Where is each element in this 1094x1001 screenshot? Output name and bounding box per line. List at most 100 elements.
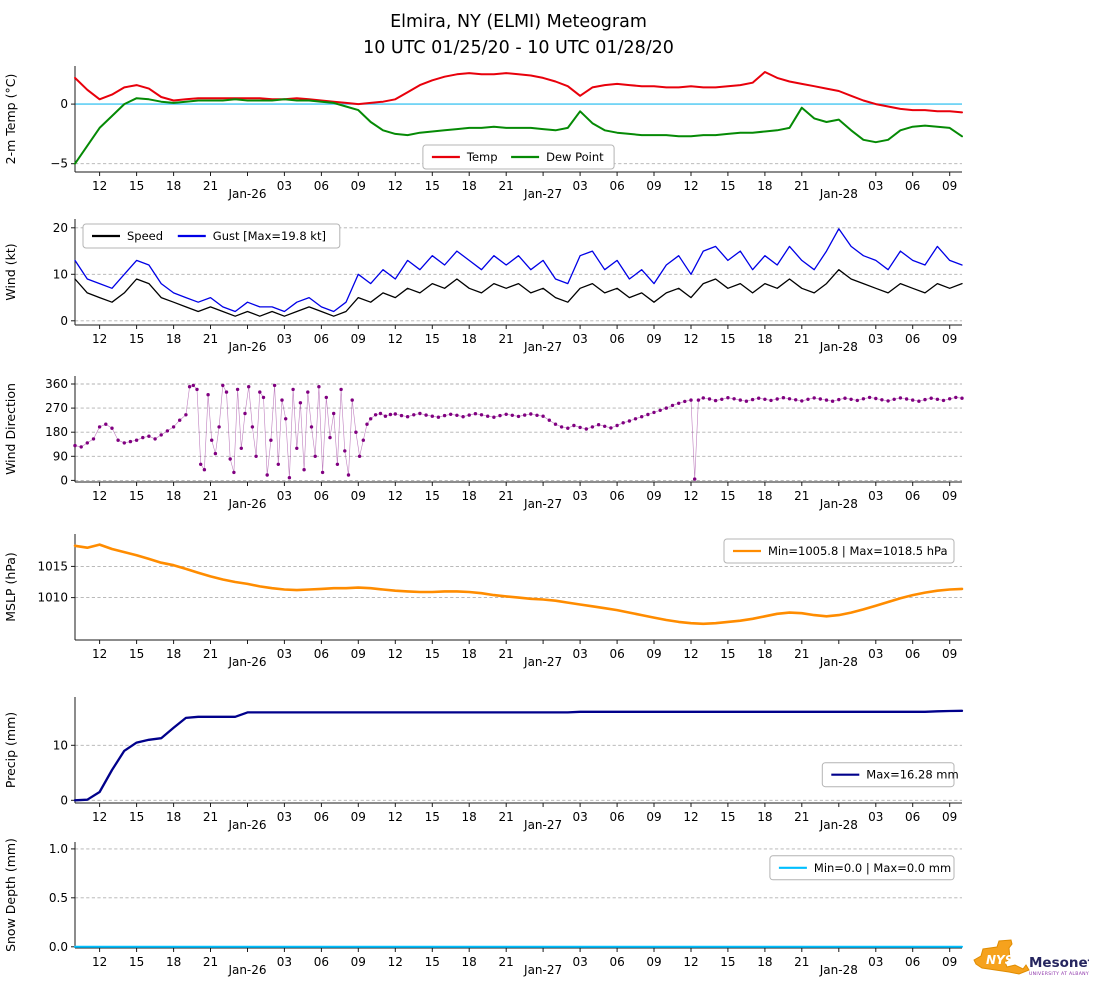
- svg-text:Min=0.0 | Max=0.0 mm: Min=0.0 | Max=0.0 mm: [814, 861, 951, 875]
- svg-text:21: 21: [499, 955, 514, 969]
- chart-header: Elmira, NY (ELMI) Meteogram 10 UTC 01/25…: [0, 0, 1037, 62]
- svg-text:09: 09: [646, 332, 661, 346]
- svg-text:Dew Point: Dew Point: [546, 150, 604, 164]
- nys-mesonet-logo: NYS Mesonet UNIVERSITY AT ALBANY: [971, 929, 1094, 993]
- svg-text:09: 09: [942, 955, 957, 969]
- svg-text:03: 03: [868, 647, 883, 661]
- svg-text:18: 18: [462, 332, 477, 346]
- svg-text:06: 06: [609, 489, 624, 503]
- svg-text:06: 06: [905, 810, 920, 824]
- svg-text:10: 10: [53, 267, 68, 281]
- svg-text:09: 09: [646, 810, 661, 824]
- svg-text:Temp: Temp: [466, 150, 498, 164]
- svg-text:Jan-28: Jan-28: [819, 340, 858, 354]
- svg-text:15: 15: [425, 489, 440, 503]
- svg-text:12: 12: [388, 955, 403, 969]
- svg-text:0: 0: [60, 793, 68, 807]
- svg-text:06: 06: [609, 810, 624, 824]
- svg-text:15: 15: [720, 810, 735, 824]
- svg-text:−5: −5: [50, 157, 68, 171]
- svg-text:Jan-28: Jan-28: [819, 963, 858, 977]
- svg-text:06: 06: [314, 647, 329, 661]
- svg-text:Jan-27: Jan-27: [523, 187, 562, 201]
- svg-text:09: 09: [646, 955, 661, 969]
- svg-text:15: 15: [129, 489, 144, 503]
- svg-text:21: 21: [499, 179, 514, 193]
- svg-text:06: 06: [609, 332, 624, 346]
- svg-text:Precip (mm): Precip (mm): [3, 712, 18, 788]
- svg-text:18: 18: [166, 810, 181, 824]
- svg-text:21: 21: [794, 179, 809, 193]
- svg-text:03: 03: [572, 179, 587, 193]
- svg-text:Jan-27: Jan-27: [523, 655, 562, 669]
- svg-text:18: 18: [166, 332, 181, 346]
- svg-text:MSLP (hPa): MSLP (hPa): [3, 552, 18, 622]
- svg-text:21: 21: [203, 179, 218, 193]
- panel-precip: 0 10 12 15 18 21 Jan-26 03 06 09 12 15 18 21 Jan-27 03 0…: [3, 697, 964, 832]
- svg-text:15: 15: [720, 332, 735, 346]
- svg-text:03: 03: [277, 810, 292, 824]
- svg-text:Jan-26: Jan-26: [227, 655, 266, 669]
- svg-text:09: 09: [942, 810, 957, 824]
- svg-text:Jan-26: Jan-26: [227, 187, 266, 201]
- svg-text:15: 15: [129, 179, 144, 193]
- logo-tagline-text: UNIVERSITY AT ALBANY: [1029, 971, 1089, 977]
- svg-text:12: 12: [388, 810, 403, 824]
- svg-text:12: 12: [92, 332, 107, 346]
- svg-text:15: 15: [720, 955, 735, 969]
- svg-text:06: 06: [905, 955, 920, 969]
- panel-wind-speed: 0 10 20 12 15 18 21 Jan-26 03 06 09 12 15 18 21 Jan-27 0…: [3, 219, 963, 354]
- svg-text:06: 06: [609, 179, 624, 193]
- svg-text:06: 06: [314, 810, 329, 824]
- svg-text:360: 360: [45, 377, 68, 391]
- nys-mesonet-logo-svg: NYS Mesonet UNIVERSITY AT ALBANY: [973, 939, 1094, 977]
- svg-text:12: 12: [388, 489, 403, 503]
- svg-text:09: 09: [351, 332, 366, 346]
- svg-text:Min=1005.8 | Max=1018.5 hPa: Min=1005.8 | Max=1018.5 hPa: [768, 544, 948, 558]
- svg-text:0.5: 0.5: [49, 891, 68, 905]
- svg-text:06: 06: [314, 489, 329, 503]
- svg-text:18: 18: [166, 955, 181, 969]
- logo-mesonet-text: Mesonet: [1029, 955, 1089, 971]
- svg-text:Max=16.28 mm: Max=16.28 mm: [866, 768, 958, 782]
- svg-text:06: 06: [314, 955, 329, 969]
- svg-text:18: 18: [757, 332, 772, 346]
- svg-text:21: 21: [794, 955, 809, 969]
- svg-text:180: 180: [45, 425, 68, 439]
- svg-text:0: 0: [60, 97, 68, 111]
- svg-text:Jan-27: Jan-27: [523, 497, 562, 511]
- svg-text:21: 21: [499, 489, 514, 503]
- svg-text:03: 03: [277, 489, 292, 503]
- svg-text:21: 21: [203, 647, 218, 661]
- chart-subtitle: 10 UTC 01/25/20 - 10 UTC 01/28/20: [363, 38, 674, 58]
- svg-text:18: 18: [757, 647, 772, 661]
- svg-text:270: 270: [45, 401, 68, 415]
- svg-text:20: 20: [53, 221, 68, 235]
- chart-title: Elmira, NY (ELMI) Meteogram: [390, 12, 647, 32]
- svg-text:Jan-27: Jan-27: [523, 818, 562, 832]
- svg-text:18: 18: [462, 810, 477, 824]
- svg-text:1015: 1015: [37, 559, 68, 573]
- svg-text:03: 03: [277, 179, 292, 193]
- svg-text:15: 15: [720, 179, 735, 193]
- svg-text:0: 0: [60, 473, 68, 487]
- svg-text:09: 09: [351, 489, 366, 503]
- logo-nys-text: NYS: [986, 953, 1013, 967]
- svg-text:18: 18: [757, 489, 772, 503]
- svg-text:15: 15: [425, 647, 440, 661]
- panel-mslp: 1015 1010 12 15 18 21 Jan-26 03 06 09 12 15 18 21 Jan-…: [3, 534, 964, 669]
- svg-text:06: 06: [314, 332, 329, 346]
- svg-text:03: 03: [572, 955, 587, 969]
- svg-text:03: 03: [572, 332, 587, 346]
- svg-text:21: 21: [203, 489, 218, 503]
- svg-text:15: 15: [129, 647, 144, 661]
- svg-text:Jan-28: Jan-28: [819, 187, 858, 201]
- svg-text:12: 12: [683, 179, 698, 193]
- panel-snow-depth: 0.0 0.5 1.0 12 15 18 21 Jan-26 03 06 09 12 15 18 21 Jan…: [3, 838, 963, 977]
- svg-text:21: 21: [499, 332, 514, 346]
- svg-text:12: 12: [388, 332, 403, 346]
- svg-text:18: 18: [757, 955, 772, 969]
- svg-text:09: 09: [351, 179, 366, 193]
